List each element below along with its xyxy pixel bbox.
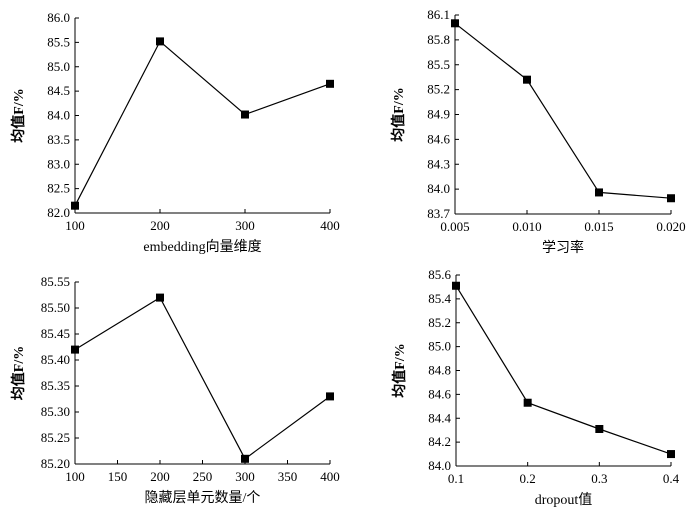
- data-point-marker: [241, 110, 249, 119]
- x-axis-title: 学习率: [542, 239, 584, 256]
- y-axis-title: 均值F/%: [10, 88, 27, 142]
- y-tick-label: 85.20: [41, 456, 70, 471]
- y-tick-label: 84.0: [47, 108, 70, 123]
- y-tick-label: 85.2: [427, 82, 450, 97]
- x-tick-label: 300: [235, 469, 255, 484]
- y-tick-label: 84.8: [428, 363, 451, 378]
- x-tick-label: 0.4: [663, 471, 680, 486]
- data-point-marker: [595, 424, 604, 433]
- data-point-marker: [71, 345, 79, 354]
- x-tick-label: 400: [320, 469, 340, 484]
- data-point-marker: [241, 454, 249, 463]
- chart-panel-3: 85.20 85.25 85.30 85.35 85.40 85.45 85.50 85.55…: [10, 274, 340, 506]
- y-tick-label: 83.7: [427, 206, 450, 221]
- y-tick-label: 82.5: [47, 181, 70, 196]
- series-line: [454, 22, 672, 199]
- x-tick-label: 300: [235, 218, 255, 233]
- y-tick-label: 85.2: [428, 315, 451, 330]
- y-tick-label: 83.5: [47, 132, 70, 147]
- series-line: [74, 40, 331, 206]
- data-point-marker: [523, 75, 531, 84]
- y-tick-label: 85.6: [428, 267, 451, 282]
- data-point-marker: [156, 293, 164, 302]
- y-tick-label: 85.5: [47, 34, 70, 49]
- x-tick-label: 0.2: [520, 471, 536, 486]
- x-tick-label: 200: [150, 469, 170, 484]
- chart-panel-1: 82.0 82.5 83.0 83.5 84.0 84.5 85.0 85.5 86.0 100 2…: [10, 10, 340, 255]
- y-tick-label: 85.45: [41, 326, 70, 341]
- x-tick-label: 100: [65, 469, 85, 484]
- x-tick-label: 200: [150, 218, 170, 233]
- y-tick-label: 86.1: [427, 7, 450, 22]
- y-tick-label: 85.0: [47, 59, 70, 74]
- y-tick-label: 85.4: [428, 291, 451, 306]
- y-tick-label: 84.5: [47, 83, 70, 98]
- y-tick-label: 85.30: [41, 404, 70, 419]
- y-axis-title: 均值F/%: [391, 343, 408, 397]
- y-tick-label: 85.55: [41, 274, 70, 289]
- y-tick-label: 85.40: [41, 352, 70, 367]
- y-tick-label: 84.0: [427, 181, 450, 196]
- chart-panel-2: 83.7 84.0 84.3 84.6 84.9 85.2 85.5 85.8 86.1 0.00…: [390, 7, 686, 256]
- data-point-marker: [452, 281, 460, 290]
- y-tick-label: 84.9: [427, 107, 450, 122]
- y-tick-label: 84.2: [428, 434, 451, 449]
- y-tick-label: 84.0: [428, 458, 451, 473]
- y-axis-title: 均值F/%: [10, 346, 27, 400]
- series-line: [455, 285, 672, 455]
- data-point-marker: [71, 201, 79, 210]
- x-tick-label: 0.020: [656, 219, 685, 234]
- chart-panel-4: 84.0 84.2 84.4 84.6 84.8 85.0 85.2 85.4 85.6 0.1 0…: [391, 267, 680, 508]
- y-tick-label: 85.25: [41, 430, 70, 445]
- x-axis-title: dropout值: [535, 492, 593, 508]
- y-tick-label: 85.35: [41, 378, 70, 393]
- y-tick-label: 85.0: [428, 339, 451, 354]
- y-tick-label: 85.5: [427, 57, 450, 72]
- data-point-marker: [595, 188, 603, 197]
- x-tick-label: 0.015: [584, 219, 613, 234]
- y-tick-label: 84.6: [427, 131, 450, 146]
- x-tick-label: 0.010: [512, 219, 541, 234]
- y-axis-title: 均值F/%: [390, 87, 407, 141]
- data-point-marker: [156, 37, 164, 46]
- x-tick-label: 0.3: [591, 471, 607, 486]
- x-tick-label: 0.1: [448, 471, 464, 486]
- data-point-marker: [451, 19, 459, 28]
- data-point-marker: [667, 194, 675, 203]
- x-tick-label: 0.005: [440, 219, 469, 234]
- y-tick-label: 83.0: [47, 156, 70, 171]
- y-tick-label: 84.3: [427, 156, 450, 171]
- x-axis-title: embedding向量维度: [143, 239, 261, 255]
- x-tick-label: 350: [278, 469, 298, 484]
- y-tick-label: 82.0: [47, 205, 70, 220]
- y-tick-label: 85.50: [41, 300, 70, 315]
- data-point-marker: [523, 398, 532, 407]
- data-point-marker: [667, 450, 675, 459]
- x-tick-label: 250: [193, 469, 213, 484]
- y-tick-label: 84.4: [428, 410, 451, 425]
- x-tick-label: 100: [65, 218, 85, 233]
- y-tick-label: 86.0: [47, 10, 70, 25]
- series-line: [74, 296, 331, 460]
- x-axis-title: 隐藏层单元数量/个: [145, 490, 261, 506]
- y-tick-label: 85.8: [427, 32, 450, 47]
- y-tick-label: 84.6: [428, 386, 451, 401]
- data-point-marker: [326, 79, 334, 88]
- x-tick-label: 400: [320, 218, 340, 233]
- data-point-marker: [326, 392, 334, 401]
- x-tick-label: 150: [108, 469, 128, 484]
